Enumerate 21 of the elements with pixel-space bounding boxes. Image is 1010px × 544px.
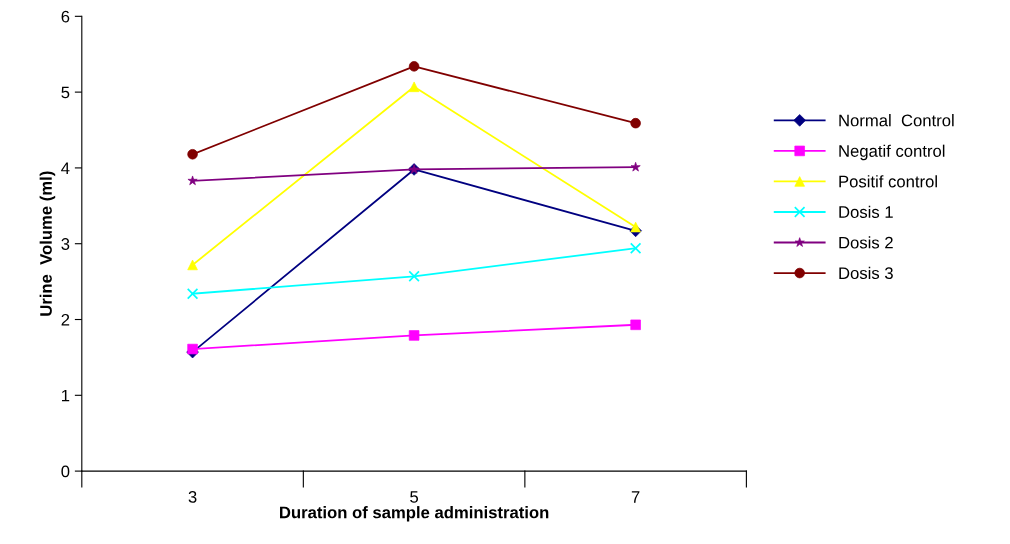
y-tick-label: 2 — [61, 313, 70, 326]
y-axis-title: Urine Volume (ml) — [39, 171, 56, 316]
legend-label: Positif control — [839, 175, 937, 188]
y-tick-label: 6 — [61, 10, 70, 23]
y-tick-label: 4 — [61, 162, 70, 174]
x-tick-label: 7 — [631, 491, 640, 503]
x-axis-title: Duration of sample administration — [280, 506, 549, 522]
point — [408, 270, 420, 283]
legend-label: Dosis 2 — [839, 236, 893, 249]
x-tick-label: 3 — [188, 490, 197, 503]
point — [186, 288, 199, 300]
legend-label: Negatif control — [839, 144, 945, 161]
y-tick-label: 5 — [61, 86, 70, 99]
legend-label: Dosis 1 — [839, 205, 893, 218]
y-tick-label: 0 — [61, 465, 70, 478]
y-tick-label: 3 — [61, 238, 70, 250]
point — [629, 242, 642, 254]
legend-label: Dosis 3 — [839, 266, 893, 280]
y-tick-label: 1 — [62, 389, 70, 402]
legend-label: Normal Control — [839, 114, 954, 127]
x-tick-label: 5 — [410, 491, 419, 503]
